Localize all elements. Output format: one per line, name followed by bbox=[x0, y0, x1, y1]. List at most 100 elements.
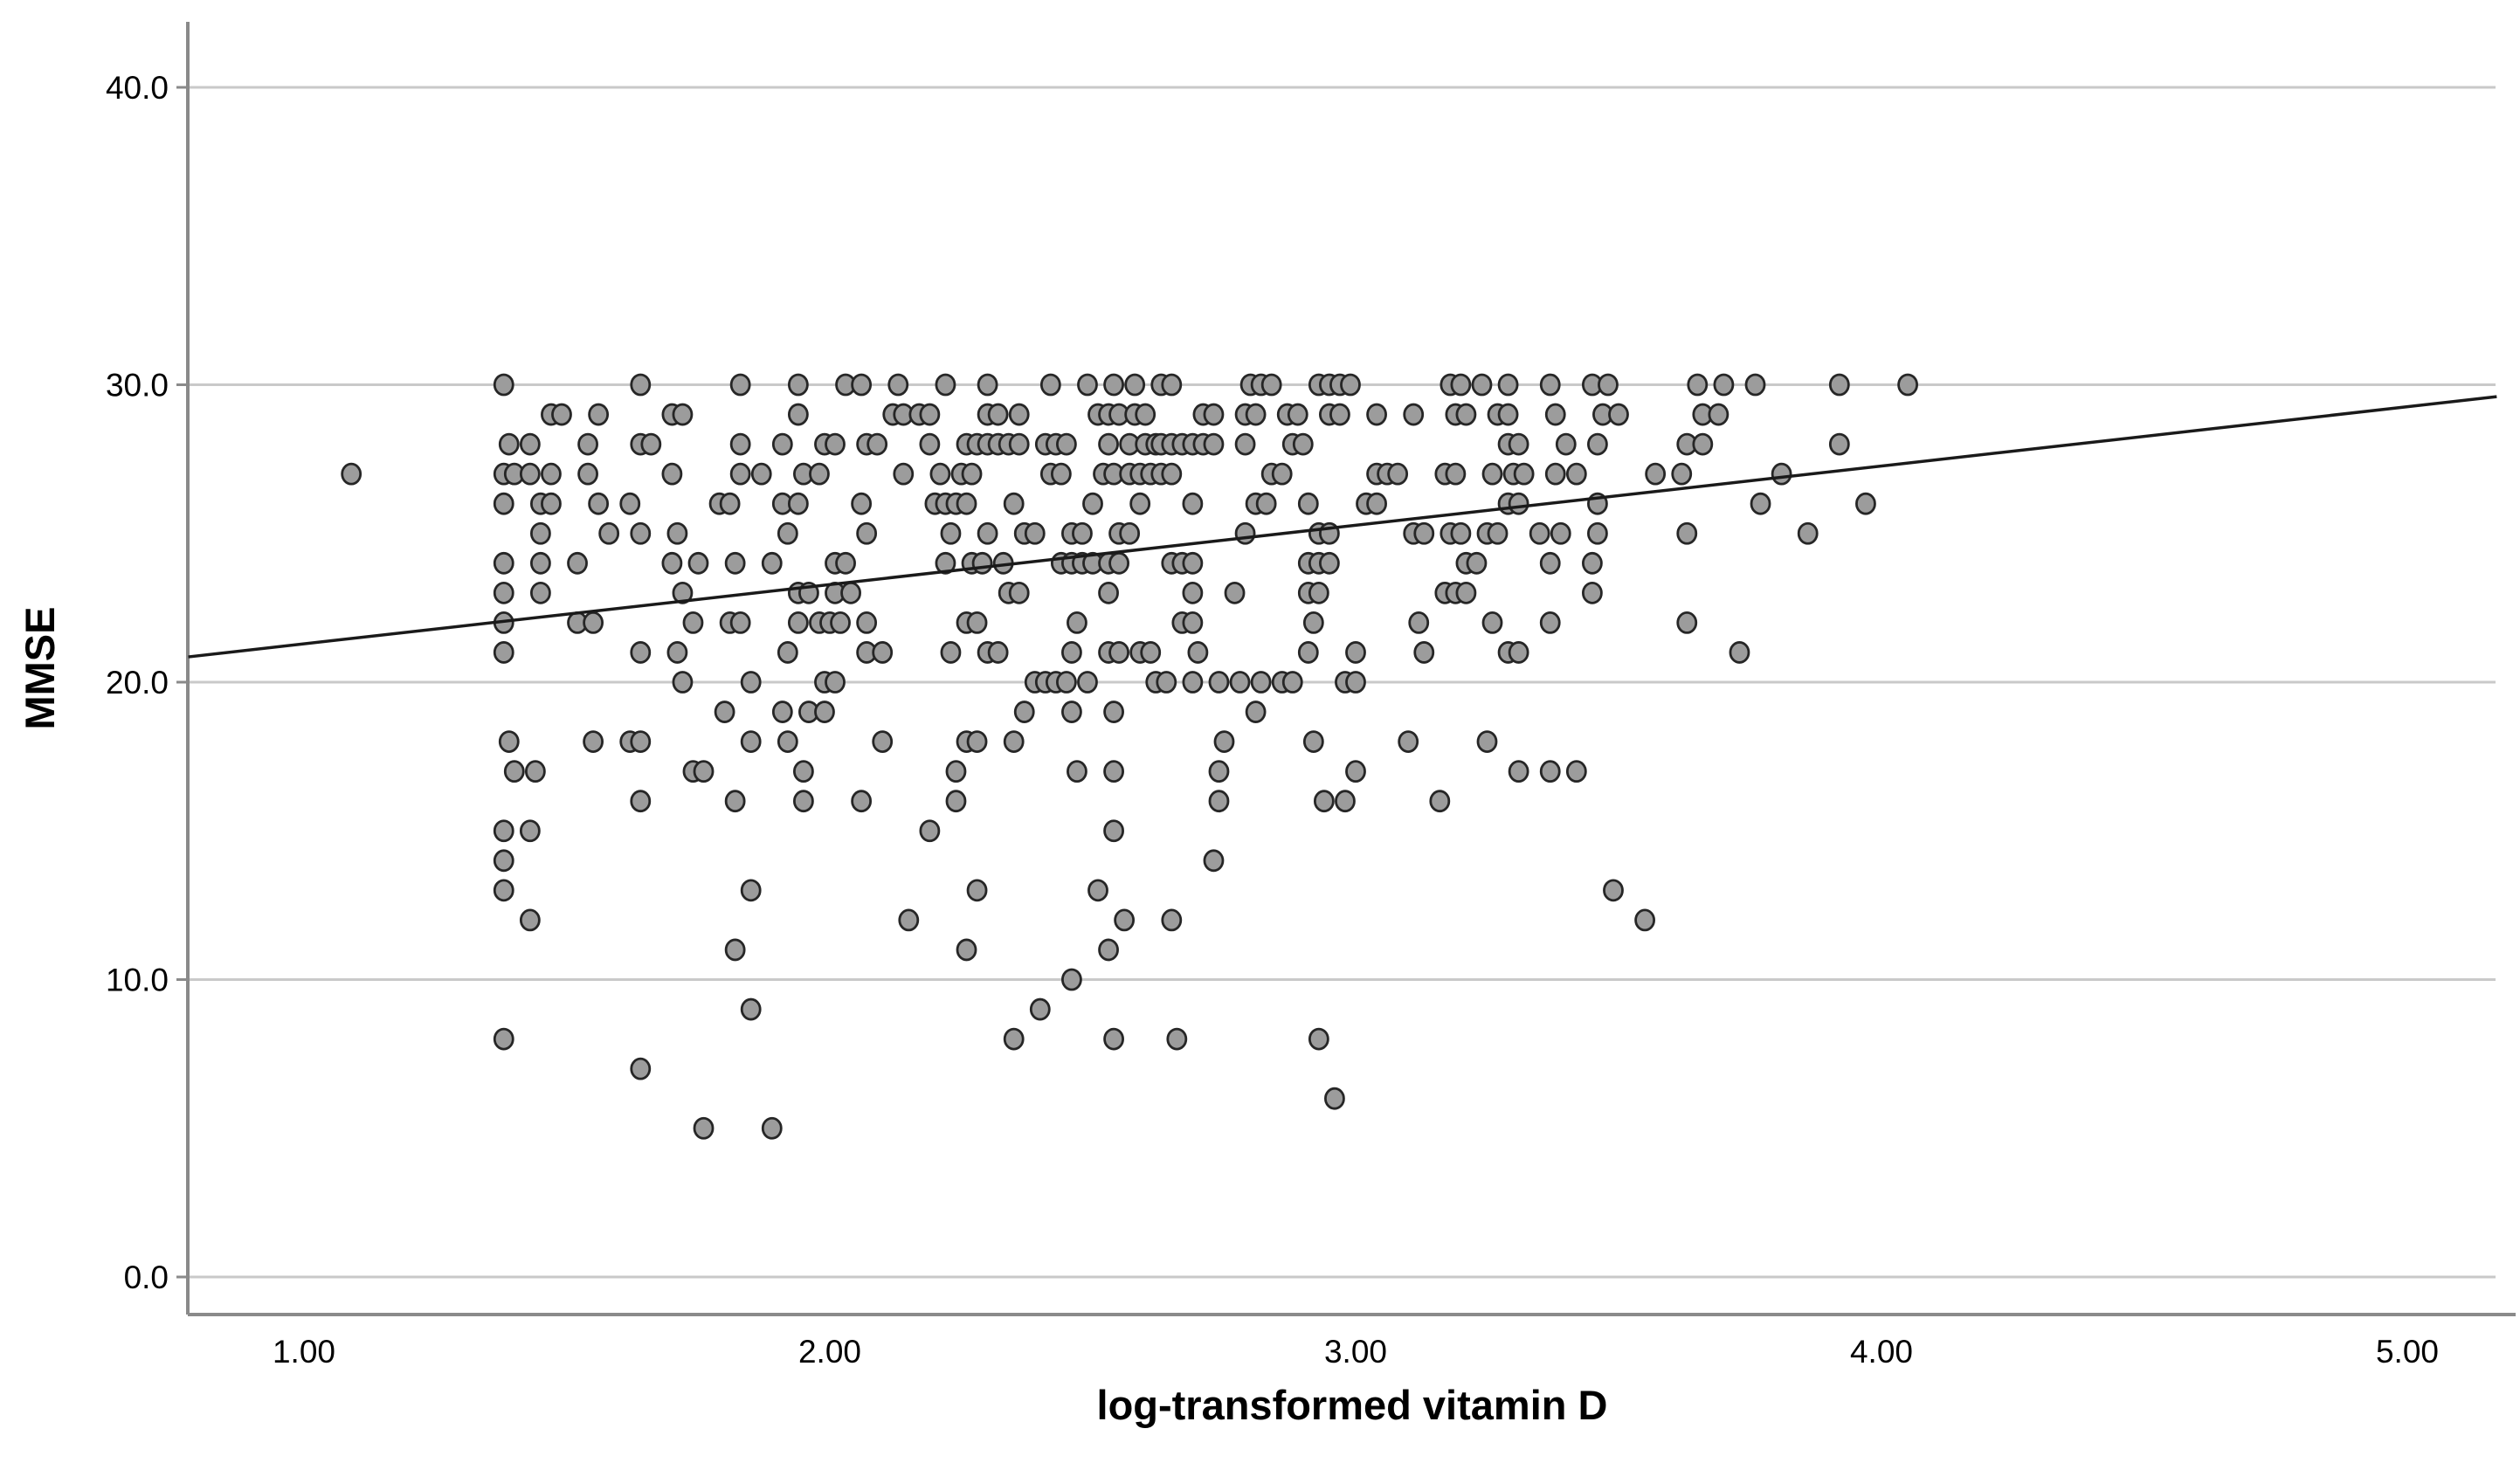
data-point[interactable] bbox=[940, 521, 962, 545]
data-point[interactable] bbox=[551, 403, 572, 426]
data-point[interactable] bbox=[1187, 641, 1209, 664]
data-point[interactable] bbox=[1161, 462, 1183, 486]
data-point[interactable] bbox=[630, 641, 652, 664]
data-point[interactable] bbox=[1408, 611, 1430, 634]
data-point[interactable] bbox=[893, 462, 915, 486]
data-point[interactable] bbox=[1497, 373, 1519, 397]
data-point[interactable] bbox=[771, 432, 793, 456]
data-point[interactable] bbox=[1098, 432, 1119, 456]
data-point[interactable] bbox=[493, 879, 514, 902]
data-point[interactable] bbox=[1067, 611, 1087, 634]
data-point[interactable] bbox=[1203, 403, 1225, 426]
data-point[interactable] bbox=[577, 432, 598, 456]
data-point[interactable] bbox=[729, 611, 751, 634]
data-point[interactable] bbox=[977, 373, 998, 397]
data-point[interactable] bbox=[1124, 373, 1146, 397]
data-point[interactable] bbox=[1229, 671, 1251, 694]
data-point[interactable] bbox=[1024, 521, 1046, 545]
data-point[interactable] bbox=[530, 521, 551, 545]
data-point[interactable] bbox=[1713, 373, 1735, 397]
data-point[interactable] bbox=[830, 611, 851, 634]
data-point[interactable] bbox=[750, 462, 772, 486]
data-point[interactable] bbox=[583, 611, 604, 634]
data-point[interactable] bbox=[661, 462, 683, 486]
data-point[interactable] bbox=[1645, 462, 1667, 486]
data-point[interactable] bbox=[1297, 641, 1319, 664]
data-point[interactable] bbox=[1114, 908, 1136, 932]
data-point[interactable] bbox=[1008, 403, 1030, 426]
data-point[interactable] bbox=[541, 462, 562, 486]
data-point[interactable] bbox=[1292, 432, 1314, 456]
data-point[interactable] bbox=[1497, 403, 1519, 426]
data-point[interactable] bbox=[966, 879, 988, 902]
data-point[interactable] bbox=[961, 462, 983, 486]
data-point[interactable] bbox=[1182, 611, 1204, 634]
data-point[interactable] bbox=[519, 819, 541, 843]
data-point[interactable] bbox=[1366, 492, 1387, 515]
data-point[interactable] bbox=[1450, 521, 1472, 545]
data-point[interactable] bbox=[919, 403, 941, 426]
data-point[interactable] bbox=[1250, 671, 1272, 694]
data-point[interactable] bbox=[1108, 641, 1129, 664]
data-point[interactable] bbox=[1008, 432, 1030, 456]
data-point[interactable] bbox=[1744, 373, 1766, 397]
data-point[interactable] bbox=[851, 373, 873, 397]
data-point[interactable] bbox=[1087, 879, 1108, 902]
data-point[interactable] bbox=[1529, 521, 1550, 545]
data-point[interactable] bbox=[1771, 462, 1792, 486]
data-point[interactable] bbox=[771, 701, 793, 723]
data-point[interactable] bbox=[825, 432, 846, 456]
data-point[interactable] bbox=[588, 403, 610, 426]
data-point[interactable] bbox=[1324, 1087, 1345, 1110]
data-point[interactable] bbox=[1539, 551, 1561, 575]
data-point[interactable] bbox=[630, 521, 652, 545]
data-point[interactable] bbox=[619, 492, 641, 515]
data-point[interactable] bbox=[971, 551, 993, 575]
data-point[interactable] bbox=[1208, 790, 1230, 813]
data-point[interactable] bbox=[1555, 432, 1577, 456]
data-point[interactable] bbox=[1687, 373, 1709, 397]
data-point[interactable] bbox=[1203, 849, 1225, 873]
data-point[interactable] bbox=[598, 521, 620, 545]
data-point[interactable] bbox=[1061, 701, 1082, 723]
data-point[interactable] bbox=[666, 641, 688, 664]
data-point[interactable] bbox=[1156, 671, 1177, 694]
data-point[interactable] bbox=[493, 849, 514, 873]
data-point[interactable] bbox=[1582, 551, 1603, 575]
data-point[interactable] bbox=[1287, 403, 1308, 426]
data-point[interactable] bbox=[519, 462, 541, 486]
data-point[interactable] bbox=[1855, 492, 1876, 515]
data-point[interactable] bbox=[1208, 671, 1230, 694]
data-point[interactable] bbox=[1072, 521, 1093, 545]
data-point[interactable] bbox=[1108, 551, 1129, 575]
data-point[interactable] bbox=[493, 492, 514, 515]
data-point[interactable] bbox=[630, 730, 652, 753]
data-point[interactable] bbox=[1340, 373, 1361, 397]
data-point[interactable] bbox=[1335, 790, 1356, 813]
data-point[interactable] bbox=[1897, 373, 1919, 397]
data-point[interactable] bbox=[640, 432, 662, 456]
data-point[interactable] bbox=[740, 730, 762, 753]
data-point[interactable] bbox=[1471, 373, 1493, 397]
data-point[interactable] bbox=[1676, 521, 1698, 545]
data-point[interactable] bbox=[1098, 581, 1119, 604]
data-point[interactable] bbox=[761, 1116, 783, 1140]
data-point[interactable] bbox=[519, 432, 541, 456]
data-point[interactable] bbox=[1455, 403, 1477, 426]
data-point[interactable] bbox=[1539, 760, 1561, 783]
data-point[interactable] bbox=[577, 462, 598, 486]
data-point[interactable] bbox=[956, 938, 977, 962]
data-point[interactable] bbox=[835, 551, 856, 575]
data-point[interactable] bbox=[1077, 671, 1098, 694]
data-point[interactable] bbox=[840, 581, 861, 604]
data-point[interactable] bbox=[1544, 462, 1566, 486]
data-point[interactable] bbox=[1487, 521, 1509, 545]
data-point[interactable] bbox=[777, 730, 798, 753]
data-point[interactable] bbox=[872, 730, 894, 753]
data-point[interactable] bbox=[1729, 641, 1750, 664]
data-point[interactable] bbox=[1308, 581, 1329, 604]
data-point[interactable] bbox=[919, 432, 941, 456]
data-point[interactable] bbox=[1208, 760, 1230, 783]
data-point[interactable] bbox=[1119, 521, 1141, 545]
data-point[interactable] bbox=[1508, 641, 1529, 664]
